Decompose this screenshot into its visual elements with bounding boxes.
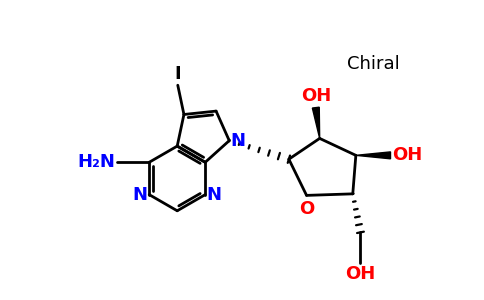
Polygon shape bbox=[356, 152, 391, 159]
Text: O: O bbox=[299, 200, 314, 218]
Text: I: I bbox=[174, 65, 181, 83]
Text: N: N bbox=[133, 186, 148, 204]
Text: OH: OH bbox=[392, 146, 422, 164]
Text: N: N bbox=[231, 132, 246, 150]
Text: H₂N: H₂N bbox=[77, 153, 115, 171]
Text: OH: OH bbox=[346, 266, 376, 284]
Polygon shape bbox=[312, 107, 319, 138]
Text: N: N bbox=[207, 186, 222, 204]
Text: Chiral: Chiral bbox=[347, 55, 399, 73]
Text: OH: OH bbox=[301, 87, 331, 105]
